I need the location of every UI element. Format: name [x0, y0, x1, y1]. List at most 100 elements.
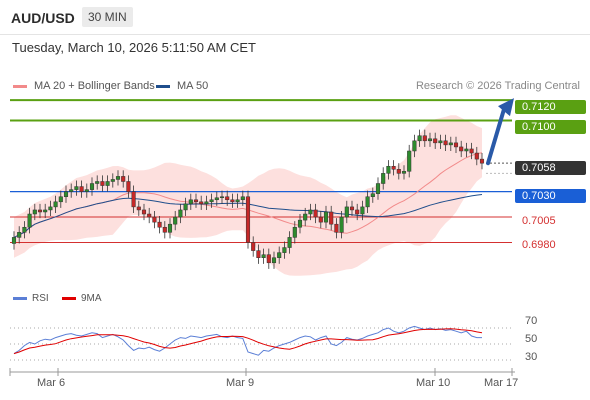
candle-body	[110, 179, 115, 182]
candle-body	[323, 211, 329, 223]
candle-body	[58, 196, 63, 203]
candle	[453, 136, 459, 154]
time-axis	[9, 368, 515, 376]
candle	[141, 203, 147, 221]
candle	[32, 203, 37, 221]
candle	[235, 193, 240, 208]
candle	[479, 153, 485, 170]
rsi-label: RSI	[32, 293, 49, 304]
level-tag-pivot: 0.7030	[515, 189, 586, 203]
candle-body	[173, 216, 178, 225]
candle-body	[204, 201, 209, 205]
candle	[292, 221, 297, 244]
candle	[43, 203, 48, 219]
candle	[334, 218, 339, 239]
candle	[349, 200, 355, 217]
candle-body	[303, 213, 308, 221]
candle-body	[115, 176, 121, 180]
forecast-arrow-head	[498, 98, 514, 117]
candle-body	[297, 219, 303, 228]
candle	[386, 160, 391, 180]
candle	[360, 200, 365, 221]
candle	[422, 129, 427, 147]
candle-body	[235, 199, 240, 203]
candle-body	[474, 152, 479, 160]
level-tag-1: 0.7100	[515, 120, 586, 134]
candle	[152, 210, 157, 229]
candle	[318, 210, 323, 229]
level-tag-current: 0.7058	[515, 161, 586, 175]
candle	[375, 177, 381, 200]
candle	[277, 246, 282, 264]
candle	[365, 190, 370, 213]
candle-body	[391, 165, 396, 170]
timeframe-badge[interactable]: 30 MIN	[82, 7, 133, 27]
candle	[214, 191, 219, 206]
candle-body	[147, 213, 152, 218]
rsi-tick-70: 70	[525, 315, 538, 327]
candle-body	[266, 254, 271, 264]
candle	[69, 183, 74, 198]
candle-body	[401, 171, 407, 174]
candle	[251, 236, 256, 257]
level-tag-0: 0.7120	[515, 100, 586, 114]
candle-body	[245, 196, 251, 243]
rsi-ma-line	[13, 328, 483, 355]
x-tick-mar9: Mar 9	[226, 377, 255, 389]
x-tick-mar6: Mar 6	[37, 377, 66, 389]
candle-body	[43, 209, 48, 213]
candle-body	[225, 196, 230, 201]
candle	[396, 163, 401, 180]
chart-datetime: Tuesday, March 10, 2026 5:11:50 AM CET	[12, 40, 256, 55]
candle	[240, 190, 245, 206]
candle-body	[53, 201, 58, 208]
candle-body	[448, 142, 453, 146]
candle-body	[162, 226, 167, 233]
candle-body	[427, 138, 433, 142]
candle	[308, 203, 313, 221]
candle	[459, 140, 464, 158]
candle-body	[329, 211, 334, 225]
candle-body	[318, 216, 323, 223]
candle	[27, 207, 32, 234]
candle-body	[17, 232, 22, 238]
candle-body	[152, 216, 157, 223]
candle	[53, 195, 58, 213]
candle-body	[339, 216, 344, 233]
candle-body	[375, 183, 381, 194]
candle	[401, 165, 407, 180]
candle-body	[199, 201, 204, 205]
candle	[313, 203, 318, 224]
candle-body	[27, 213, 32, 228]
candle-body	[131, 191, 136, 208]
candle	[323, 205, 329, 229]
candle-body	[479, 158, 485, 164]
candle	[167, 218, 173, 239]
candle	[84, 183, 89, 198]
candle-body	[453, 142, 459, 148]
candle	[370, 187, 375, 203]
ma50-swatch	[156, 84, 170, 88]
candle-body	[84, 189, 89, 192]
candle-body	[271, 257, 277, 264]
candle	[438, 134, 443, 149]
rsi-panel	[10, 325, 512, 361]
candle	[209, 193, 214, 208]
candle-body	[79, 186, 84, 192]
candle	[199, 195, 204, 210]
candle-body	[355, 209, 360, 215]
candle-body	[256, 250, 261, 258]
candle-body	[105, 181, 110, 186]
candle	[287, 231, 292, 254]
candle	[448, 136, 453, 151]
candle	[344, 200, 349, 224]
candle	[89, 177, 95, 196]
candle-body	[251, 242, 256, 251]
candle	[225, 190, 230, 206]
candle	[266, 248, 271, 269]
candle-body	[412, 140, 417, 152]
candle	[188, 193, 193, 210]
candle-body	[157, 221, 162, 228]
candle-body	[370, 193, 375, 197]
